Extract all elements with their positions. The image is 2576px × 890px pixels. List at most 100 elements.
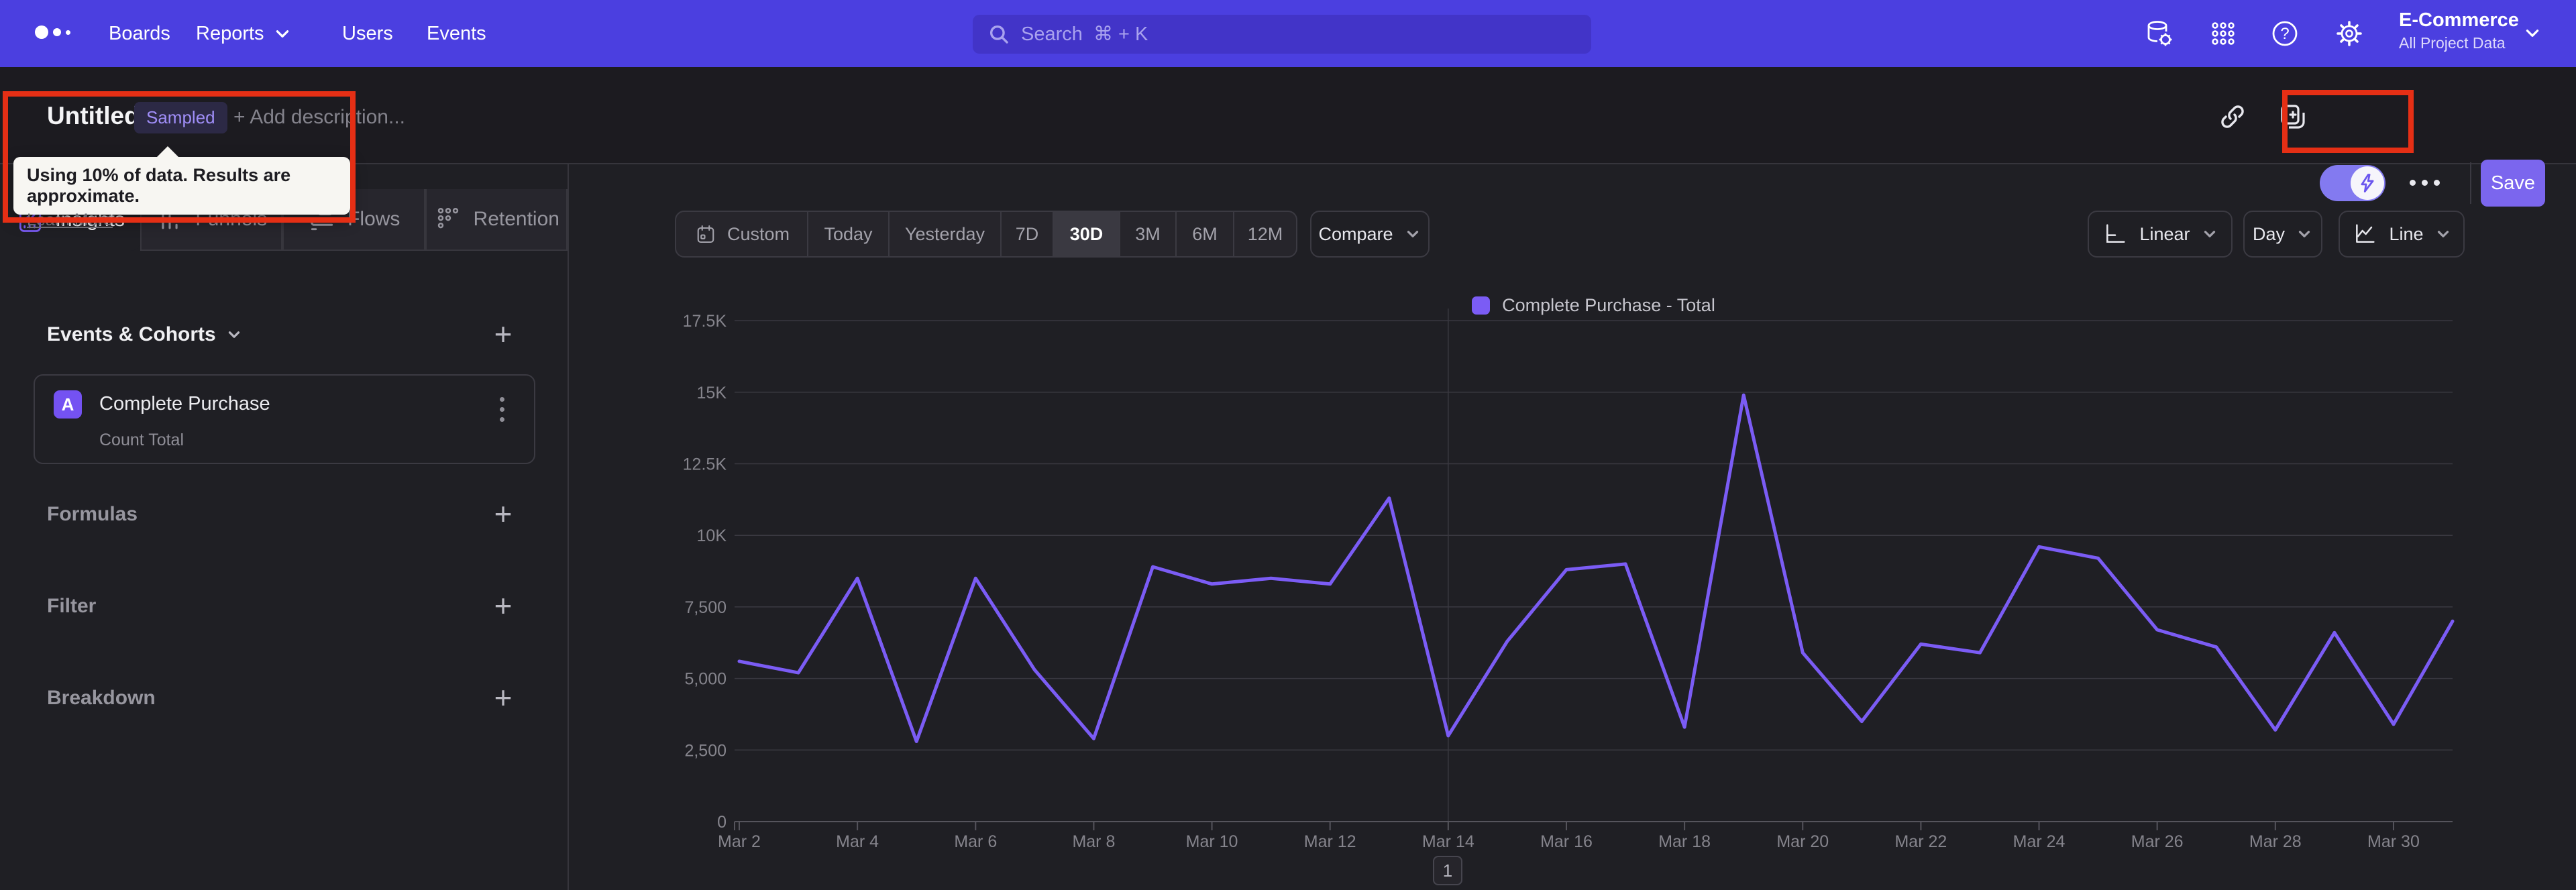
chart-legend[interactable]: Complete Purchase - Total <box>735 295 2453 316</box>
range-6m[interactable]: 6M <box>1177 212 1234 256</box>
nav-users[interactable]: Users <box>342 0 393 67</box>
chart-type-dropdown[interactable]: Line <box>2339 211 2465 258</box>
range-today[interactable]: Today <box>808 212 890 256</box>
add-breakdown-button[interactable]: + <box>494 680 513 715</box>
svg-text:Mar 2: Mar 2 <box>718 832 761 851</box>
mixpanel-logo-icon[interactable] <box>35 25 70 39</box>
range-3m[interactable]: 3M <box>1120 212 1177 256</box>
sidebar-divider <box>568 164 569 890</box>
compare-button[interactable]: Compare <box>1310 211 1430 258</box>
svg-text:Mar 20: Mar 20 <box>1776 832 1829 851</box>
formulas-label: Formulas <box>47 503 138 525</box>
chevron-down-icon <box>228 331 239 338</box>
range-30d[interactable]: 30D <box>1054 212 1120 256</box>
help-icon[interactable]: ? <box>2269 17 2301 50</box>
project-name: E-Commerce <box>2399 9 2519 31</box>
range-yesterday[interactable]: Yesterday <box>890 212 1002 256</box>
event-options-kebab[interactable] <box>500 397 504 422</box>
svg-text:12.5K: 12.5K <box>683 455 727 474</box>
lightning-icon <box>2351 166 2384 200</box>
link-icon[interactable] <box>2215 99 2250 134</box>
event-metric[interactable]: Count Total <box>99 431 184 449</box>
legend-label: Complete Purchase - Total <box>1502 295 1715 315</box>
svg-text:2,500: 2,500 <box>684 741 727 760</box>
svg-text:17.5K: 17.5K <box>683 312 727 331</box>
nav-boards-label: Boards <box>109 22 170 44</box>
add-description-field[interactable]: + Add description... <box>233 106 405 128</box>
pagination-page-1[interactable]: 1 <box>1433 856 1462 885</box>
tab-flows-label: Flows <box>347 208 400 230</box>
range-custom-label: Custom <box>727 223 790 244</box>
project-chevron-icon[interactable] <box>2524 24 2541 45</box>
range-today-label: Today <box>824 223 873 244</box>
search-input[interactable] <box>1021 23 1576 46</box>
tooltip-text: Using 10% of data. Results are approxima… <box>27 165 291 206</box>
save-button[interactable]: Save <box>2481 160 2545 207</box>
chevron-down-icon <box>2298 231 2310 237</box>
data-management-icon[interactable] <box>2143 17 2175 50</box>
svg-text:7,500: 7,500 <box>684 598 727 617</box>
interval-dropdown[interactable]: Day <box>2243 211 2322 258</box>
events-cohorts-header[interactable]: Events & Cohorts <box>47 323 243 346</box>
range-12m[interactable]: 12M <box>1234 212 1296 256</box>
header-divider <box>2470 162 2471 204</box>
svg-text:Mar 10: Mar 10 <box>1186 832 1238 851</box>
report-header-bar: Untitled Sampled + Add description... <box>0 67 2576 207</box>
top-nav: Boards Reports Users Events <box>0 0 2576 67</box>
settings-gear-icon[interactable] <box>2333 17 2365 50</box>
scale-label: Linear <box>2139 223 2190 244</box>
project-switcher[interactable]: E-Commerce All Project Data <box>2399 9 2519 52</box>
nav-reports[interactable]: Reports <box>196 0 291 67</box>
svg-text:Mar 18: Mar 18 <box>1658 832 1711 851</box>
apps-grid-icon[interactable] <box>2207 17 2239 50</box>
chevron-down-icon <box>1407 231 1418 237</box>
more-options-button[interactable] <box>2410 180 2440 186</box>
range-6m-label: 6M <box>1192 223 1218 244</box>
breakdown-section: Breakdown <box>47 687 156 710</box>
svg-text:Mar 4: Mar 4 <box>836 832 879 851</box>
project-scope: All Project Data <box>2399 34 2506 52</box>
svg-text:Mar 12: Mar 12 <box>1304 832 1356 851</box>
date-range-control: Custom Today Yesterday 7D 30D 3M 6M 12M <box>675 211 1297 258</box>
svg-text:Mar 26: Mar 26 <box>2131 832 2184 851</box>
tab-retention-label: Retention <box>473 208 559 230</box>
svg-text:Mar 24: Mar 24 <box>2013 832 2065 851</box>
add-formula-button[interactable]: + <box>494 496 513 531</box>
add-filter-button[interactable]: + <box>494 588 513 623</box>
event-card-complete-purchase[interactable]: A Complete Purchase Count Total <box>34 374 535 464</box>
svg-text:Mar 30: Mar 30 <box>2367 832 2420 851</box>
range-12m-label: 12M <box>1247 223 1283 244</box>
compare-label: Compare <box>1318 223 1393 244</box>
svg-text:15K: 15K <box>697 384 727 402</box>
search-icon <box>989 25 1008 44</box>
range-7d[interactable]: 7D <box>1002 212 1054 256</box>
nav-events-label: Events <box>427 22 486 44</box>
sampled-badge[interactable]: Sampled <box>134 102 227 133</box>
line-chart-icon <box>2356 224 2375 243</box>
global-search[interactable] <box>973 15 1591 54</box>
scale-dropdown[interactable]: Linear <box>2088 211 2233 258</box>
svg-text:Mar 6: Mar 6 <box>954 832 997 851</box>
calendar-icon <box>697 225 714 243</box>
breakdown-label: Breakdown <box>47 687 156 709</box>
report-title[interactable]: Untitled <box>47 102 140 129</box>
chevron-down-icon <box>2204 231 2215 237</box>
svg-text:0: 0 <box>717 813 727 832</box>
nav-boards[interactable]: Boards <box>109 0 170 67</box>
retention-icon <box>437 207 458 229</box>
svg-text:Mar 14: Mar 14 <box>1422 832 1474 851</box>
tab-retention[interactable]: Retention <box>425 189 568 251</box>
range-custom[interactable]: Custom <box>676 212 808 256</box>
event-name: Complete Purchase <box>99 393 270 414</box>
sampling-toggle[interactable] <box>2320 165 2385 201</box>
range-3m-label: 3M <box>1135 223 1161 244</box>
events-cohorts-label: Events & Cohorts <box>47 323 216 345</box>
filter-label: Filter <box>47 595 97 617</box>
add-event-button[interactable]: + <box>494 317 513 351</box>
learn-more-link[interactable]: Learn More <box>27 211 113 229</box>
nav-events[interactable]: Events <box>427 0 486 67</box>
copy-icon[interactable] <box>2275 99 2310 134</box>
filter-section: Filter <box>47 595 96 618</box>
svg-text:5,000: 5,000 <box>684 670 727 689</box>
